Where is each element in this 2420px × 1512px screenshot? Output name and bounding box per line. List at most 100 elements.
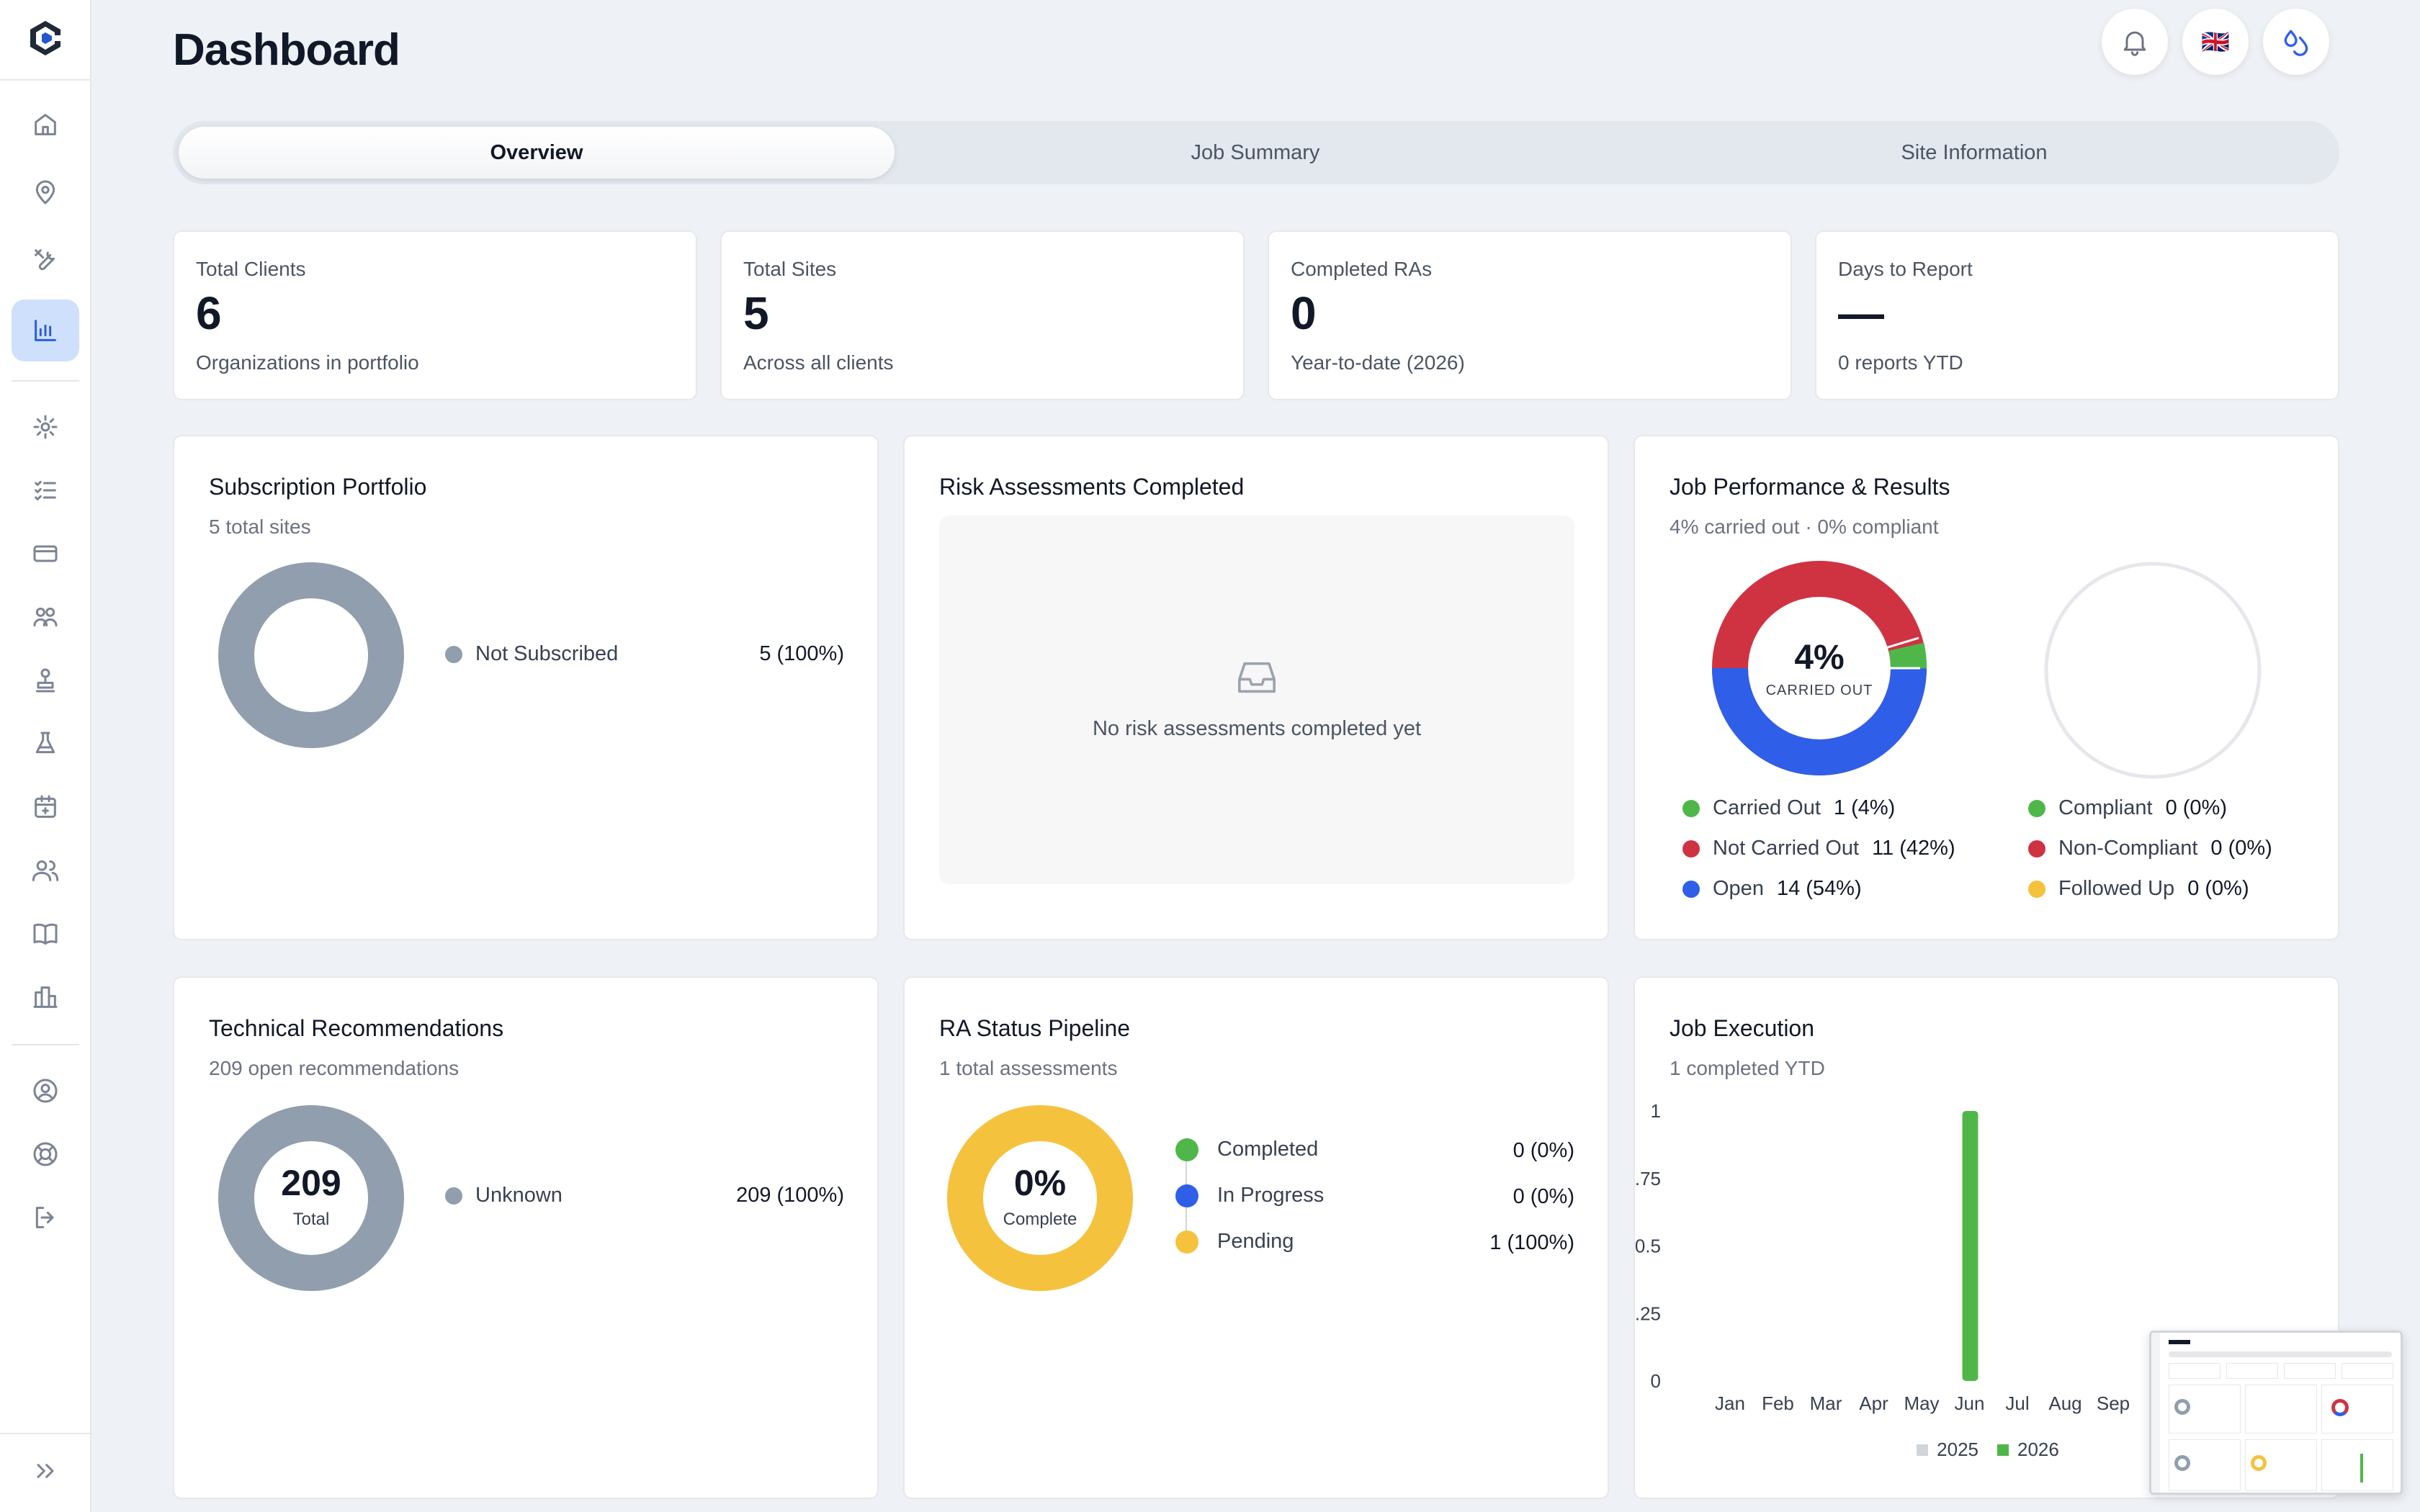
legend-dot (1682, 799, 1700, 817)
legend-item: Not Subscribed (445, 642, 618, 666)
stat-card-total-sites: Total Sites 5 Across all clients (720, 230, 1245, 400)
card-title: Risk Assessments Completed (939, 474, 1245, 500)
legend-value: 209 (100%) (736, 1184, 844, 1207)
legend-value: 11 (42%) (1872, 837, 1955, 860)
tab-bar: Overview Job Summary Site Information (173, 121, 2339, 184)
tab-site-information[interactable]: Site Information (1901, 140, 2048, 164)
book-icon (33, 923, 58, 945)
sidebar-separator (12, 380, 79, 382)
donut-hole (1749, 598, 1890, 739)
carried-out-donut (1712, 561, 1927, 775)
nav-locations[interactable] (12, 161, 79, 223)
nav-dashboard[interactable] (12, 300, 79, 361)
legend-item: 2026 (1997, 1439, 2059, 1461)
pipeline-donut (947, 1105, 1133, 1291)
nav-stamp[interactable] (12, 649, 79, 711)
map-pin-icon (35, 180, 55, 204)
pending-slice (947, 1105, 1133, 1291)
y-tick-label: 0 (1651, 1370, 1661, 1392)
card-title: Job Execution (1670, 1015, 1815, 1041)
bell-icon (2123, 31, 2146, 56)
nav-billing[interactable] (12, 523, 79, 585)
job-performance-card: Job Performance & Results 4% carried out… (1634, 435, 2339, 940)
nav-support[interactable] (12, 1123, 79, 1185)
legend-label: 2025 (1937, 1439, 1978, 1460)
stat-card-days-to-report: Days to Report — 0 reports YTD (1815, 230, 2339, 400)
ra-status-pipeline-card: RA Status Pipeline 1 total assessments 0… (903, 976, 1609, 1499)
lifebuoy-icon (33, 1142, 58, 1166)
stat-value: 5 (743, 287, 769, 339)
step-label: Pending (1217, 1230, 1294, 1253)
droplets-icon (2284, 30, 2308, 56)
subscription-portfolio-card: Subscription Portfolio 5 total sites Not… (173, 435, 879, 940)
empty-state: No risk assessments completed yet (939, 516, 1574, 884)
nav-jobs[interactable] (12, 229, 79, 291)
nav-buildings[interactable] (12, 966, 79, 1028)
nav-tasks[interactable] (12, 459, 79, 521)
stat-label: Days to Report (1838, 258, 1973, 280)
legend-label: Unknown (475, 1184, 563, 1207)
language-button[interactable]: 🇬🇧 (2182, 9, 2249, 75)
sidebar (0, 0, 91, 1512)
nav-home[interactable] (12, 94, 79, 156)
donut-center-value: 209 (281, 1163, 341, 1203)
legend-item: Unknown (445, 1184, 563, 1207)
page-title: Dashboard (173, 25, 400, 75)
stat-value: 0 (1291, 287, 1317, 339)
recommendations-donut (218, 1105, 404, 1291)
legend-item: Followed Up 0 (0%) (2028, 877, 2249, 901)
card-title: Subscription Portfolio (209, 474, 427, 500)
not-subscribed-slice (218, 562, 404, 748)
step-value: 1 (100%) (1489, 1231, 1574, 1254)
credit-card-icon (33, 545, 58, 562)
sidebar-divider (0, 79, 90, 81)
nav-profile[interactable] (12, 1060, 79, 1122)
nav-calendar[interactable] (12, 776, 79, 838)
theme-button[interactable] (2263, 9, 2329, 75)
nav-logout[interactable] (12, 1187, 79, 1248)
users-icon (32, 860, 59, 881)
legend-label: Not Subscribed (475, 642, 619, 665)
legend-swatch (1917, 1444, 1929, 1456)
card-subtitle: 4% carried out · 0% compliant (1670, 516, 1939, 538)
x-tick-label: Jul (2005, 1392, 2029, 1414)
pipeline-step: Completed (1175, 1138, 1318, 1161)
legend-item: Not Carried Out 11 (42%) (1682, 837, 1955, 860)
x-tick-label: Jun (1955, 1392, 1985, 1414)
nav-users[interactable] (12, 840, 79, 901)
x-tick-label: Mar (1810, 1392, 1842, 1414)
card-title: Job Performance & Results (1670, 474, 1950, 500)
team-icon (33, 607, 58, 627)
legend-dot (2028, 840, 2045, 858)
expand-sidebar-button[interactable] (12, 1440, 79, 1502)
x-tick-label: Aug (2048, 1392, 2081, 1414)
stat-label: Total Sites (743, 258, 837, 280)
card-subtitle: 1 total assessments (939, 1057, 1118, 1079)
building-icon (33, 986, 58, 1008)
page-preview-thumbnail[interactable] (2149, 1331, 2403, 1495)
app-logo-icon[interactable] (26, 19, 65, 58)
stat-label: Total Clients (196, 258, 306, 280)
step-dot (1175, 1230, 1198, 1254)
open-slice (1712, 667, 1927, 775)
notifications-button[interactable] (2102, 9, 2168, 75)
tab-job-summary[interactable]: Job Summary (1191, 140, 1320, 164)
donut-center-label: Complete (1003, 1210, 1077, 1229)
card-subtitle: 209 open recommendations (209, 1057, 460, 1079)
legend-dot (1682, 880, 1700, 898)
legend-value: 5 (100%) (759, 642, 844, 665)
step-dot (1175, 1138, 1198, 1161)
tools-icon (35, 249, 55, 271)
tab-overview[interactable]: Overview (179, 127, 895, 179)
bar-chart-icon (35, 320, 56, 341)
stamp-icon (35, 668, 55, 693)
donut-center-label: CARRIED OUT (1765, 683, 1873, 698)
nav-teams[interactable] (12, 586, 79, 648)
nav-lab[interactable] (12, 713, 79, 775)
y-tick-label: 0.5 (1635, 1236, 1661, 1257)
nav-settings[interactable] (12, 396, 79, 458)
step-label: In Progress (1217, 1184, 1325, 1207)
nav-docs[interactable] (12, 903, 79, 965)
bar-2026-Jun[interactable] (1962, 1111, 1978, 1381)
card-subtitle: 1 completed YTD (1670, 1057, 1825, 1079)
